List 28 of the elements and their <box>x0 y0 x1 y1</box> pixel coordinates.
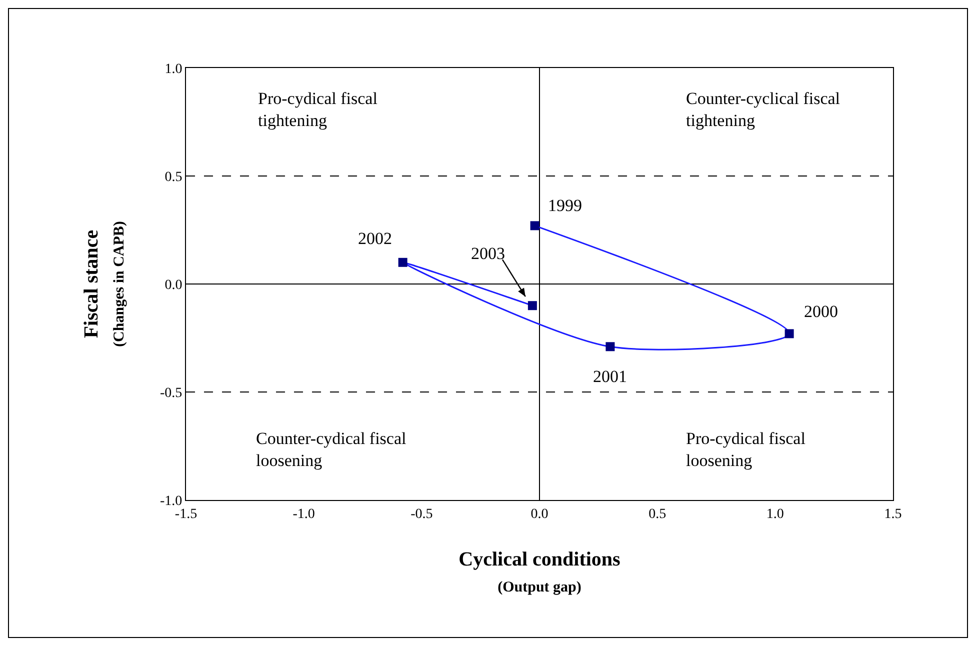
point <box>606 342 615 352</box>
annotation: Pro-cydical fiscal tightening <box>258 89 378 130</box>
annotation: Counter-cyclical fiscal tightening <box>686 89 840 130</box>
annotation: 2001 <box>593 367 627 386</box>
x-tick-label: -1.0 <box>292 506 315 522</box>
x-tick-label: 0.5 <box>648 506 666 522</box>
x-tick-label: -0.5 <box>410 506 433 522</box>
y-tick-label: 0.5 <box>164 170 182 185</box>
point <box>528 301 537 310</box>
x-tick-label: 1.0 <box>766 506 784 522</box>
x-tick-label: -1.5 <box>174 506 198 522</box>
annotation: 1999 <box>548 196 582 215</box>
point <box>784 329 794 338</box>
annotation: 2003 <box>471 244 505 263</box>
y-axis-title: Fiscal stance (Changes in CAPB) <box>80 221 128 347</box>
x-tick-label: 1.5 <box>884 506 902 522</box>
y-tick-label: 0.0 <box>164 278 182 293</box>
annotation: Pro-cydical fiscal loosening <box>686 429 806 470</box>
annotation: 2000 <box>804 302 838 321</box>
point <box>530 221 540 230</box>
x-tick-label: 0.0 <box>530 506 548 522</box>
y-tick-label: -1.0 <box>160 494 182 509</box>
annotation: 2002 <box>358 229 392 248</box>
y-tick-label: 1.0 <box>164 62 182 77</box>
x-axis-title: Cyclical conditions (Output gap) <box>458 548 621 596</box>
point <box>398 258 408 267</box>
annotation: Counter-cydical fiscal loosening <box>256 429 407 470</box>
y-tick-label: -0.5 <box>160 386 182 401</box>
